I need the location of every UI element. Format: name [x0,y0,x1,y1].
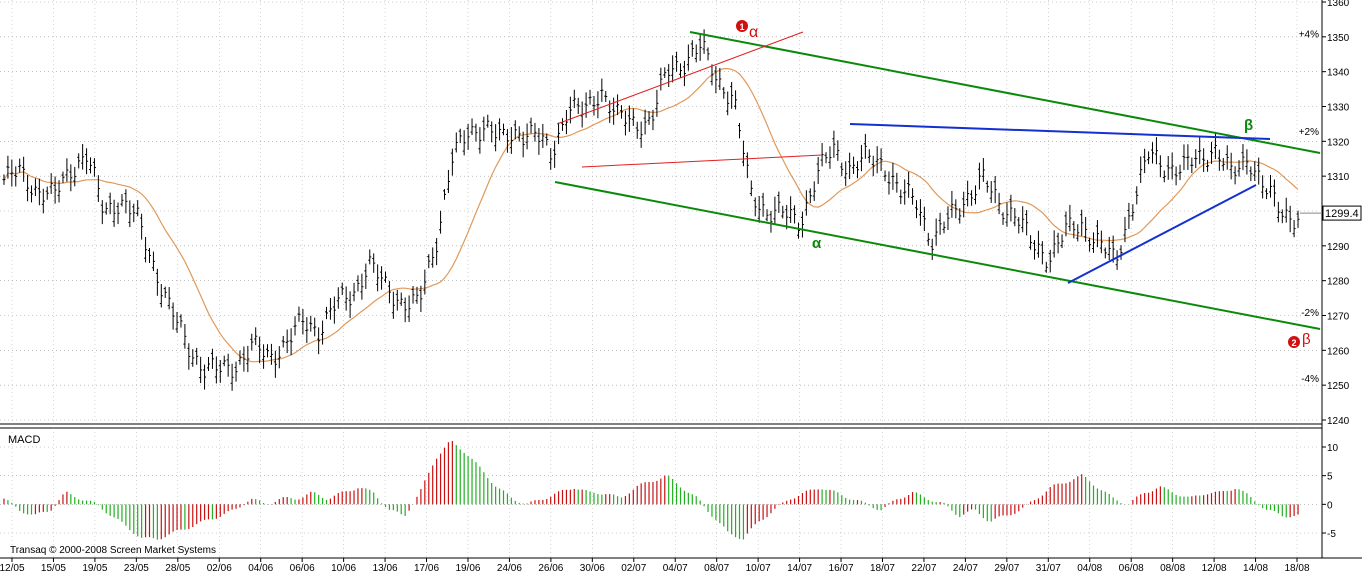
last-price-label: 1299.4 [1325,208,1359,220]
price-tick-label: 1290 [1327,242,1350,253]
time-tick-label: 14/08 [1243,563,1268,573]
macd-tick-label: 5 [1327,472,1333,483]
time-tick-label: 12/08 [1202,563,1227,573]
wedge-upper-line [556,31,804,125]
time-tick-label: 02/07 [621,563,646,573]
time-tick-label: 24/07 [953,563,978,573]
price-tick-label: 1350 [1327,33,1350,44]
time-tick-label: 19/05 [82,563,107,573]
moving-average-line [3,67,1299,363]
percent-label-plus2: +2% [1299,127,1319,138]
price-tick-label: 1310 [1327,172,1350,183]
time-tick-label: 22/07 [911,563,936,573]
time-tick-label: 14/07 [787,563,812,573]
time-tick-label: 26/06 [538,563,563,573]
macd-title: MACD [8,434,40,446]
price-tick-label: 1280 [1327,277,1350,288]
beta-label-green: β [1244,117,1253,134]
time-tick-label: 04/06 [248,563,273,573]
alpha-label-green: α [812,235,822,252]
price-tick-label: 1340 [1327,68,1350,79]
macd-tick-label: 0 [1327,500,1333,511]
macd-tick-label: -5 [1327,529,1336,540]
time-tick-label: 02/06 [207,563,232,573]
time-tick-label: 08/07 [704,563,729,573]
time-tick-label: 23/05 [124,563,149,573]
time-tick-label: 06/06 [290,563,315,573]
price-tick-label: 1330 [1327,103,1350,114]
annotation-2-beta: 2 β [1288,331,1311,348]
circle-label-2: 2 [1291,338,1296,348]
time-tick-label: 08/08 [1160,563,1185,573]
time-tick-label: 13/06 [373,563,398,573]
percent-label-minus4: -4% [1301,374,1319,385]
footer-copyright: Transaq © 2000-2008 Screen Market System… [10,545,216,556]
time-tick-label: 24/06 [497,563,522,573]
time-tick-label: 10/06 [331,563,356,573]
price-tick-label: 1260 [1327,346,1350,357]
percent-label-plus4: +4% [1299,29,1319,40]
alpha-label-red: α [749,24,758,41]
time-tick-label: 19/06 [455,563,480,573]
circle-label-1: 1 [739,22,744,32]
wedge-lower-line [581,154,823,168]
time-tick-label: 12/05 [0,563,25,573]
time-tick-label: 30/06 [580,563,605,573]
time-tick-label: 10/07 [746,563,771,573]
time-tick-label: 04/07 [663,563,688,573]
time-tick-label: 15/05 [41,563,66,573]
time-tick-label: 16/07 [829,563,854,573]
channel-lower-line [554,181,1321,330]
channel-upper-line [689,31,1321,154]
time-tick-label: 29/07 [994,563,1019,573]
price-tick-label: 1240 [1327,416,1350,427]
price-tick-label: 1270 [1327,312,1350,323]
macd-tick-label: 10 [1327,443,1339,454]
time-tick-label: 31/07 [1036,563,1061,573]
triangle-upper-line [849,123,1271,140]
last-price-marker: 1299.4 [1300,205,1362,221]
time-tick-label: 18/07 [870,563,895,573]
price-tick-label: 1250 [1327,381,1350,392]
annotation-1-alpha: 1 α [736,20,758,41]
price-panel [0,0,1322,424]
time-tick-label: 06/08 [1119,563,1144,573]
beta-label-red: β [1302,331,1311,348]
time-tick-label: 04/08 [1077,563,1102,573]
time-tick-label: 18/08 [1284,563,1309,573]
triangle-lower-line [1067,184,1257,284]
price-tick-label: 1360 [1327,0,1350,9]
time-tick-label: 28/05 [165,563,190,573]
percent-label-minus2: -2% [1301,308,1319,319]
price-tick-label: 1320 [1327,137,1350,148]
time-tick-label: 17/06 [414,563,439,573]
